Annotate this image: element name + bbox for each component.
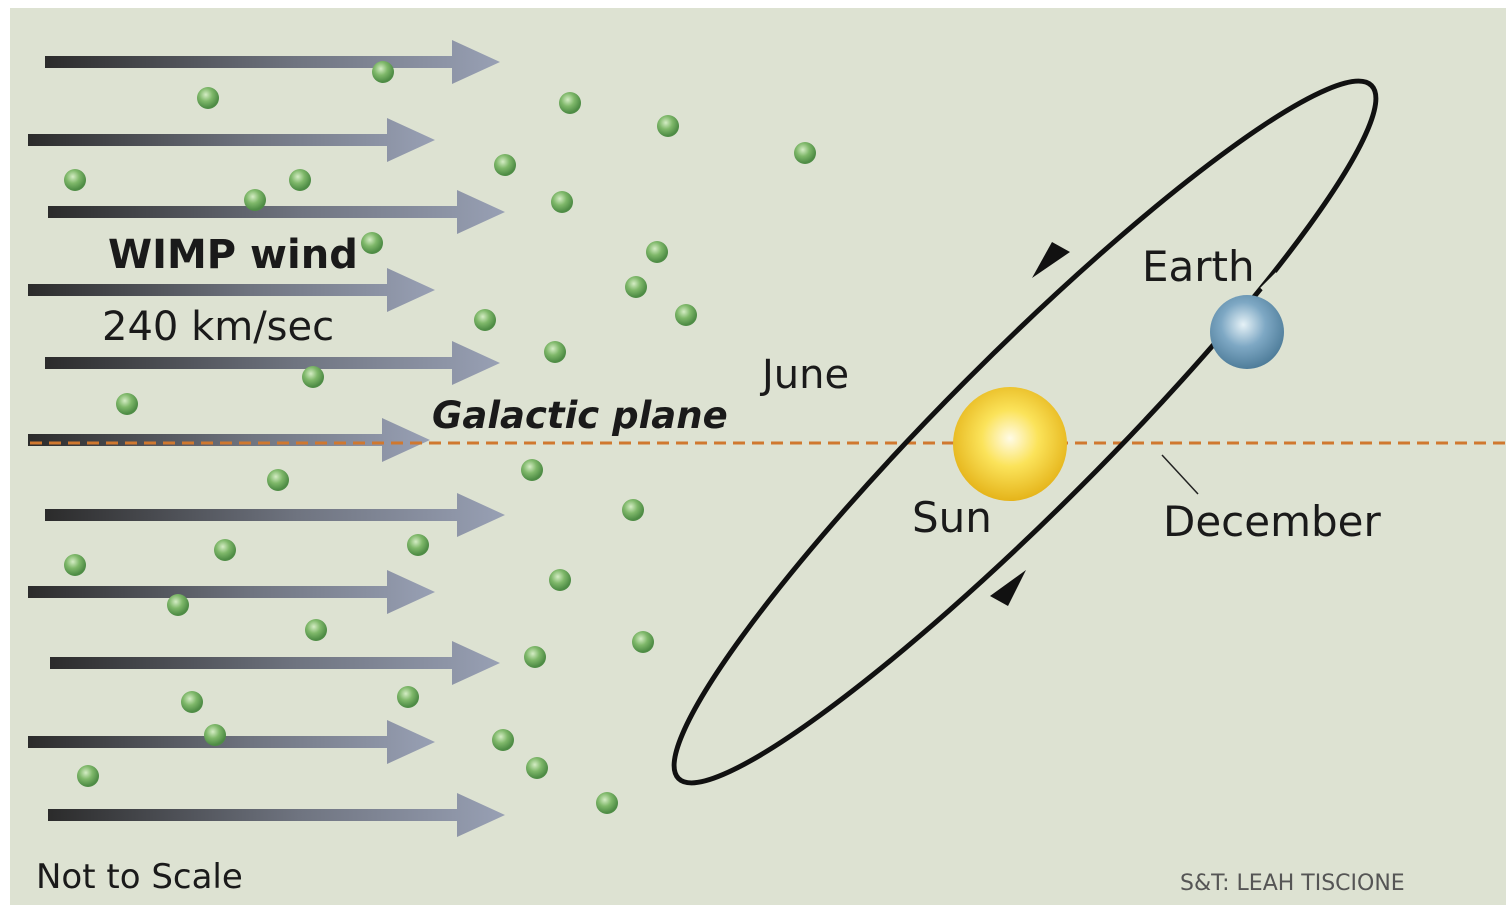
wimp-particle <box>622 499 644 521</box>
wind-arrow <box>50 641 500 685</box>
orbit-gap <box>1032 549 1058 575</box>
wimp-particle <box>64 554 86 576</box>
wimp-particle <box>521 459 543 481</box>
wimp-particle <box>494 154 516 176</box>
earth-orbit <box>671 78 1379 786</box>
wimp-particle <box>302 366 324 388</box>
sun <box>953 387 1067 501</box>
wind-arrow <box>48 190 505 234</box>
wimp-particle <box>524 646 546 668</box>
earth <box>1210 295 1284 369</box>
plane-label: Galactic plane <box>432 394 728 437</box>
wimp-particles <box>64 61 816 814</box>
orbit-arrowhead <box>990 570 1026 606</box>
wimp-particle <box>544 341 566 363</box>
wimp-particle <box>289 169 311 191</box>
wimp-particle <box>625 276 647 298</box>
orbit-gap <box>1006 277 1032 303</box>
wind-label: WIMP wind <box>108 232 358 278</box>
orbit-arrowhead <box>1032 242 1070 278</box>
wimp-particle <box>167 594 189 616</box>
wimp-particle <box>267 469 289 491</box>
wimp-particle <box>646 241 668 263</box>
wimp-particle <box>559 92 581 114</box>
wimp-particle <box>244 189 266 211</box>
wimp-particle <box>596 792 618 814</box>
wind-arrow <box>28 118 435 162</box>
wind-arrow <box>28 418 430 462</box>
earth-label: Earth <box>1142 242 1255 291</box>
wimp-particle <box>474 309 496 331</box>
wimp-particle <box>214 539 236 561</box>
wind-arrow <box>28 720 435 764</box>
wimp-particle <box>794 142 816 164</box>
wimp-particle <box>657 115 679 137</box>
scale-note: Not to Scale <box>36 857 243 897</box>
wimp-particle <box>197 87 219 109</box>
sun-label: Sun <box>912 493 992 542</box>
wimp-particle <box>116 393 138 415</box>
orbit-gap <box>1204 354 1230 380</box>
december-pointer <box>1161 454 1199 495</box>
wimp-particle <box>204 724 226 746</box>
wind-arrow <box>28 570 435 614</box>
wind-arrow <box>45 341 500 385</box>
credit: S&T: LEAH TISCIONE <box>1180 871 1405 896</box>
wimp-particle <box>372 61 394 83</box>
wind-arrow <box>45 40 500 84</box>
wimp-particle <box>361 232 383 254</box>
wimp-particle <box>632 631 654 653</box>
wind-arrows <box>28 40 505 837</box>
december-label: December <box>1163 497 1382 546</box>
wimp-particle <box>397 686 419 708</box>
speed-label: 240 km/sec <box>102 304 334 350</box>
wimp-particle <box>77 765 99 787</box>
orbit-gap <box>1260 272 1286 298</box>
wimp-particle <box>526 757 548 779</box>
wimp-particle <box>64 169 86 191</box>
wimp-particle <box>551 191 573 213</box>
wimp-particle <box>181 691 203 713</box>
wind-arrow <box>45 493 505 537</box>
wind-arrow <box>28 268 435 312</box>
wimp-particle <box>675 304 697 326</box>
wimp-particle <box>492 729 514 751</box>
wimp-particle <box>549 569 571 591</box>
june-label: June <box>759 352 849 398</box>
wimp-particle <box>305 619 327 641</box>
wind-arrow <box>48 793 505 837</box>
wimp-particle <box>407 534 429 556</box>
